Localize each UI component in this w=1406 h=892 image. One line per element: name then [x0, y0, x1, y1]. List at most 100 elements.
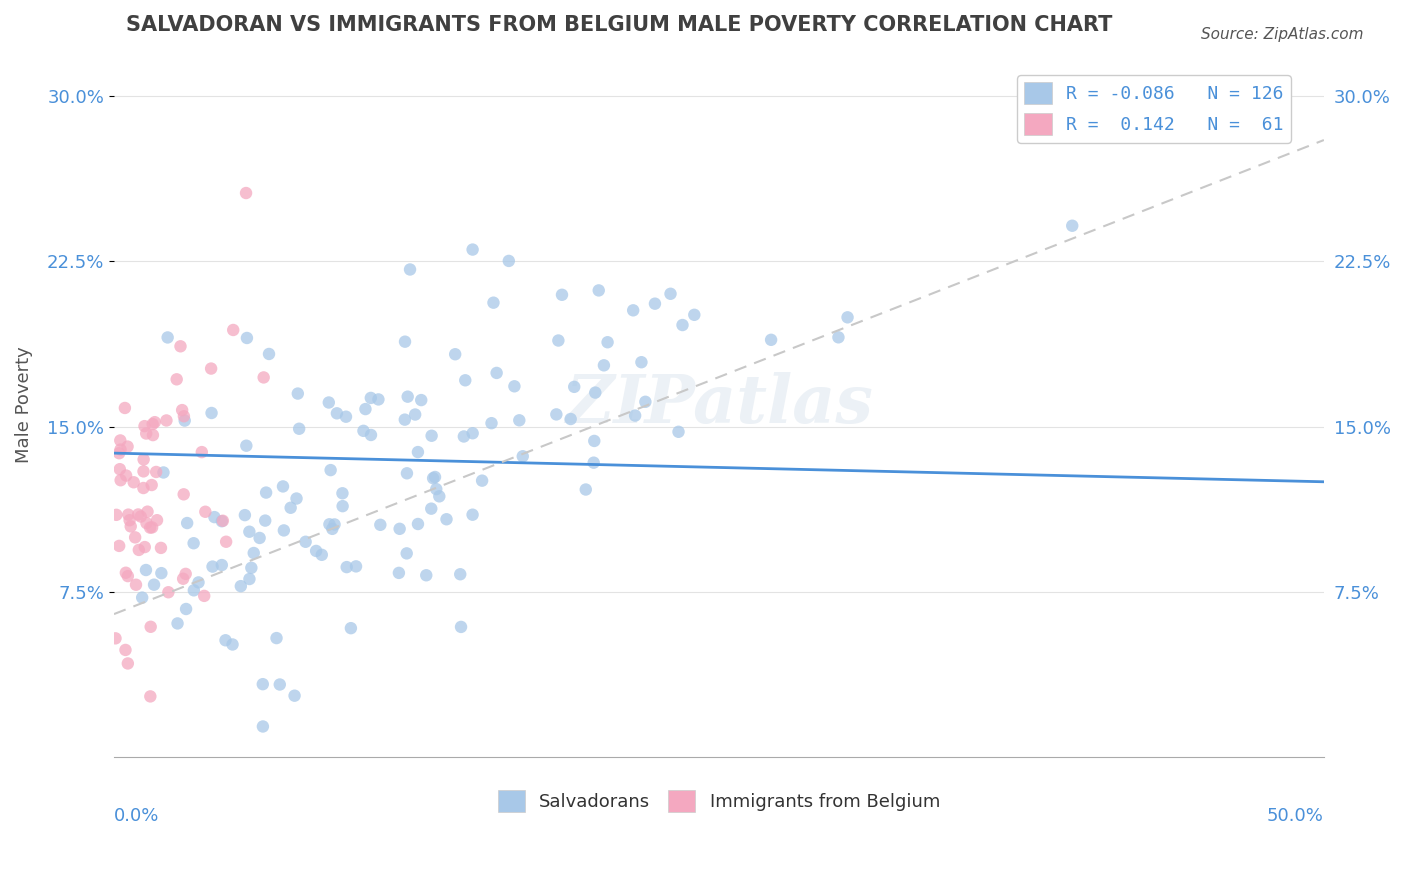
Point	[759, 333, 782, 347]
Point	[152, 466, 174, 480]
Point	[117, 569, 139, 583]
Point	[238, 572, 260, 586]
Point	[562, 380, 585, 394]
Point	[668, 425, 690, 439]
Point	[235, 439, 257, 453]
Point	[546, 408, 568, 422]
Point	[139, 690, 162, 704]
Point	[139, 620, 162, 634]
Point	[425, 482, 447, 496]
Point	[128, 542, 150, 557]
Point	[394, 412, 416, 426]
Point	[596, 335, 619, 350]
Point	[143, 415, 166, 429]
Point	[142, 417, 165, 431]
Point	[238, 524, 260, 539]
Point	[124, 530, 146, 544]
Point	[319, 463, 342, 477]
Point	[353, 424, 375, 438]
Point	[183, 583, 205, 598]
Point	[360, 428, 382, 442]
Text: 0.0%: 0.0%	[114, 806, 159, 825]
Point	[221, 638, 243, 652]
Point	[508, 413, 530, 427]
Point	[423, 470, 446, 484]
Point	[236, 331, 259, 345]
Point	[254, 485, 277, 500]
Point	[145, 465, 167, 479]
Point	[105, 508, 128, 522]
Point	[450, 620, 472, 634]
Point	[332, 499, 354, 513]
Point	[141, 478, 163, 492]
Point	[240, 561, 263, 575]
Point	[336, 560, 359, 574]
Point	[172, 403, 194, 417]
Point	[644, 296, 666, 310]
Point	[583, 385, 606, 400]
Point	[453, 429, 475, 443]
Point	[547, 334, 569, 348]
Point	[269, 677, 291, 691]
Point	[512, 450, 534, 464]
Point	[117, 440, 139, 454]
Point	[104, 632, 127, 646]
Point	[288, 422, 311, 436]
Point	[404, 408, 426, 422]
Point	[252, 677, 274, 691]
Point	[252, 719, 274, 733]
Point	[354, 402, 377, 417]
Point	[149, 541, 172, 555]
Point	[593, 359, 616, 373]
Point	[318, 517, 340, 532]
Point	[155, 413, 177, 427]
Point	[1062, 219, 1084, 233]
Point	[624, 409, 647, 423]
Point	[454, 373, 477, 387]
Point	[233, 508, 256, 522]
Point	[837, 310, 859, 325]
Point	[583, 434, 606, 448]
Point	[173, 409, 195, 424]
Point	[326, 406, 349, 420]
Text: 50.0%: 50.0%	[1267, 806, 1324, 825]
Point	[411, 393, 433, 408]
Point	[114, 643, 136, 657]
Point	[122, 475, 145, 490]
Point	[120, 519, 142, 533]
Point	[388, 566, 411, 580]
Point	[420, 429, 443, 443]
Point	[131, 591, 153, 605]
Point	[273, 524, 295, 538]
Point	[108, 446, 131, 460]
Point	[332, 486, 354, 500]
Point	[257, 347, 280, 361]
Point	[134, 540, 156, 554]
Point	[157, 585, 180, 599]
Point	[1043, 120, 1066, 134]
Text: SALVADORAN VS IMMIGRANTS FROM BELGIUM MALE POVERTY CORRELATION CHART: SALVADORAN VS IMMIGRANTS FROM BELGIUM MA…	[127, 15, 1112, 35]
Point	[191, 445, 214, 459]
Point	[323, 517, 346, 532]
Point	[211, 514, 233, 528]
Point	[436, 512, 458, 526]
Point	[551, 287, 574, 301]
Point	[287, 386, 309, 401]
Point	[129, 509, 152, 524]
Point	[117, 508, 139, 522]
Point	[388, 522, 411, 536]
Point	[135, 426, 157, 441]
Text: Source: ZipAtlas.com: Source: ZipAtlas.com	[1201, 27, 1364, 42]
Point	[582, 456, 605, 470]
Point	[305, 544, 328, 558]
Point	[503, 379, 526, 393]
Point	[132, 464, 155, 478]
Point	[229, 579, 252, 593]
Point	[399, 262, 422, 277]
Point	[193, 589, 215, 603]
Point	[204, 510, 226, 524]
Point	[222, 323, 245, 337]
Point	[173, 414, 195, 428]
Point	[253, 370, 276, 384]
Point	[560, 412, 582, 426]
